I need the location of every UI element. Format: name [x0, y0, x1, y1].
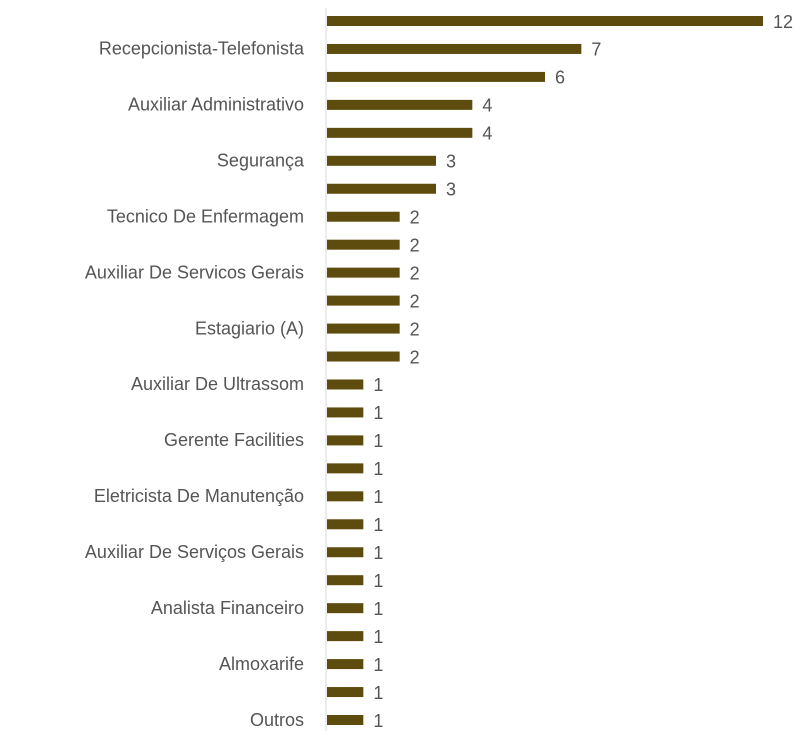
data-label: 2	[410, 235, 420, 255]
bar	[327, 43, 582, 54]
data-label: 1	[373, 459, 383, 479]
data-label: 1	[373, 571, 383, 591]
data-label: 2	[410, 319, 420, 339]
bar	[327, 183, 436, 194]
data-label: 1	[373, 403, 383, 423]
bar	[327, 547, 364, 558]
bar	[327, 99, 473, 110]
bar	[327, 687, 364, 698]
bar	[327, 155, 436, 166]
bar	[327, 407, 364, 418]
y-tick-label: Auxiliar De Serviços Gerais	[85, 542, 304, 562]
data-label: 12	[773, 12, 793, 32]
bar	[327, 267, 400, 278]
bar	[327, 127, 473, 138]
bar	[327, 575, 364, 586]
bar	[327, 463, 364, 474]
y-tick-label: Eletricista De Manutenção	[94, 486, 304, 506]
data-label: 7	[591, 40, 601, 60]
bar	[327, 603, 364, 614]
data-label: 1	[373, 487, 383, 507]
data-label: 6	[555, 68, 565, 88]
bar	[327, 295, 400, 306]
bar	[327, 16, 763, 26]
data-label: 1	[373, 543, 383, 563]
bar	[327, 323, 400, 334]
bar	[327, 239, 400, 250]
y-tick-label: Almoxarife	[219, 654, 304, 674]
y-tick-label: Auxiliar De Servicos Gerais	[85, 262, 304, 282]
y-tick-label: Gerente Facilities	[164, 430, 304, 450]
bar	[327, 491, 364, 502]
data-label: 2	[410, 207, 420, 227]
data-label: 3	[446, 152, 456, 172]
bar	[327, 631, 364, 642]
y-tick-label: Analista Financeiro	[151, 598, 304, 618]
y-tick-label: Auxiliar De Ultrassom	[131, 374, 304, 394]
data-label: 4	[482, 96, 492, 116]
y-tick-label: Estagiario (A)	[195, 318, 304, 338]
data-label: 2	[410, 291, 420, 311]
y-tick-label: Auxiliar Administrativo	[128, 95, 304, 115]
y-tick-label: Outros	[250, 710, 304, 730]
bar	[327, 435, 364, 446]
bar	[327, 351, 400, 362]
data-label: 1	[373, 627, 383, 647]
data-label: 4	[482, 124, 492, 144]
data-label: 1	[373, 683, 383, 703]
data-label: 2	[410, 263, 420, 283]
bar	[327, 379, 364, 390]
data-label: 1	[373, 515, 383, 535]
data-label: 1	[373, 375, 383, 395]
data-label: 1	[373, 711, 383, 731]
bar	[327, 211, 400, 222]
data-label: 3	[446, 180, 456, 200]
data-label: 1	[373, 655, 383, 675]
data-label: 1	[373, 599, 383, 619]
bar	[327, 715, 364, 725]
bar	[327, 659, 364, 670]
data-label: 2	[410, 347, 420, 367]
bar	[327, 71, 545, 82]
y-tick-label: Segurança	[217, 151, 305, 171]
y-tick-label: Recepcionista-Telefonista	[99, 39, 305, 59]
data-label: 1	[373, 431, 383, 451]
bar	[327, 519, 364, 530]
y-tick-label: Tecnico De Enfermagem	[107, 206, 304, 226]
